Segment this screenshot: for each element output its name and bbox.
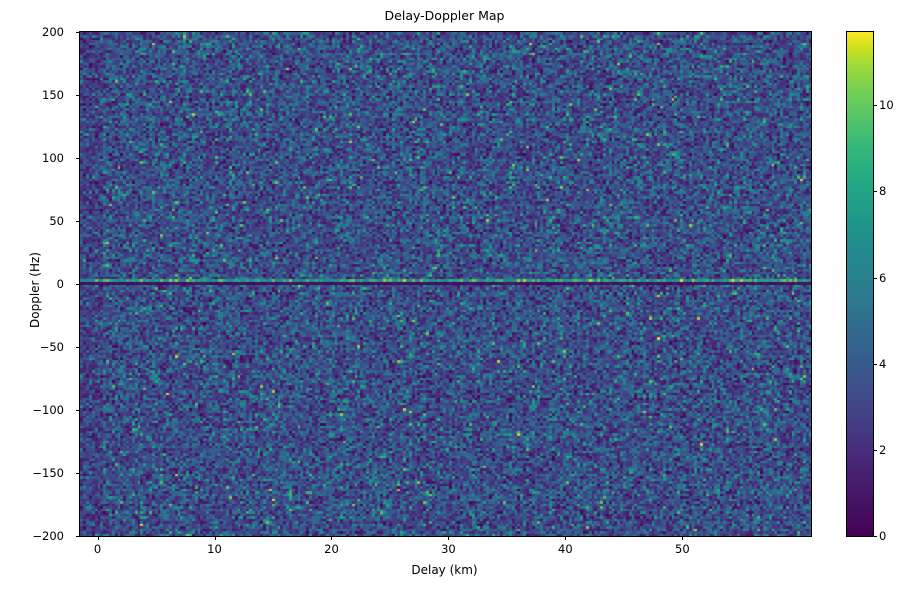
- y-tick-mark: [75, 536, 79, 537]
- x-tick-label: 30: [441, 542, 456, 556]
- y-tick-label: 50: [49, 214, 64, 228]
- colorbar-tick-mark: [873, 191, 877, 193]
- x-tick-label: 20: [324, 542, 339, 556]
- x-tick-mark: [214, 536, 216, 540]
- colorbar-tick-label: 6: [879, 270, 887, 285]
- y-tick-label: −50: [39, 340, 64, 354]
- colorbar-tick-mark: [873, 449, 877, 451]
- y-tick-label: −200: [32, 529, 64, 543]
- x-tick-mark: [565, 536, 567, 540]
- heatmap-image: [80, 32, 811, 536]
- y-tick-label: 100: [42, 151, 64, 165]
- heatmap-plot-area: [79, 31, 812, 537]
- y-tick-label: −150: [32, 466, 64, 480]
- colorbar-tick-mark: [873, 536, 877, 537]
- x-tick-mark: [682, 536, 684, 540]
- y-tick-label: −100: [32, 403, 64, 417]
- colorbar-tick-mark: [873, 363, 877, 365]
- colorbar: [846, 31, 874, 537]
- y-tick-mark: [75, 284, 79, 285]
- colorbar-tick-label: 0: [879, 529, 887, 543]
- colorbar-tick-label: 2: [879, 442, 887, 457]
- x-tick-label: 40: [558, 542, 573, 556]
- y-tick-mark: [75, 158, 79, 159]
- y-tick-mark: [75, 95, 79, 96]
- y-tick-mark: [75, 473, 79, 474]
- colorbar-tick-mark: [873, 277, 877, 279]
- x-tick-label: 10: [207, 542, 222, 556]
- y-tick-mark: [75, 221, 79, 222]
- y-tick-label: 0: [56, 277, 64, 291]
- colorbar-tick-label: 4: [879, 356, 887, 371]
- x-axis-label: Delay (km): [411, 563, 478, 577]
- y-tick-mark: [75, 410, 79, 411]
- x-tick-mark: [331, 536, 333, 540]
- y-tick-mark: [75, 347, 79, 348]
- x-tick-label: 50: [675, 542, 690, 556]
- colorbar-tick-mark: [873, 105, 877, 107]
- x-tick-mark: [97, 536, 99, 540]
- y-tick-label: 200: [42, 25, 64, 39]
- y-axis-label: Doppler (Hz): [28, 252, 42, 328]
- chart-title: Delay-Doppler Map: [384, 8, 505, 23]
- y-tick-mark: [75, 32, 79, 33]
- x-tick-label: 0: [93, 542, 102, 556]
- y-tick-label: 150: [42, 88, 64, 102]
- colorbar-tick-label: 10: [879, 98, 894, 113]
- x-tick-mark: [448, 536, 450, 540]
- colorbar-tick-label: 8: [879, 184, 887, 199]
